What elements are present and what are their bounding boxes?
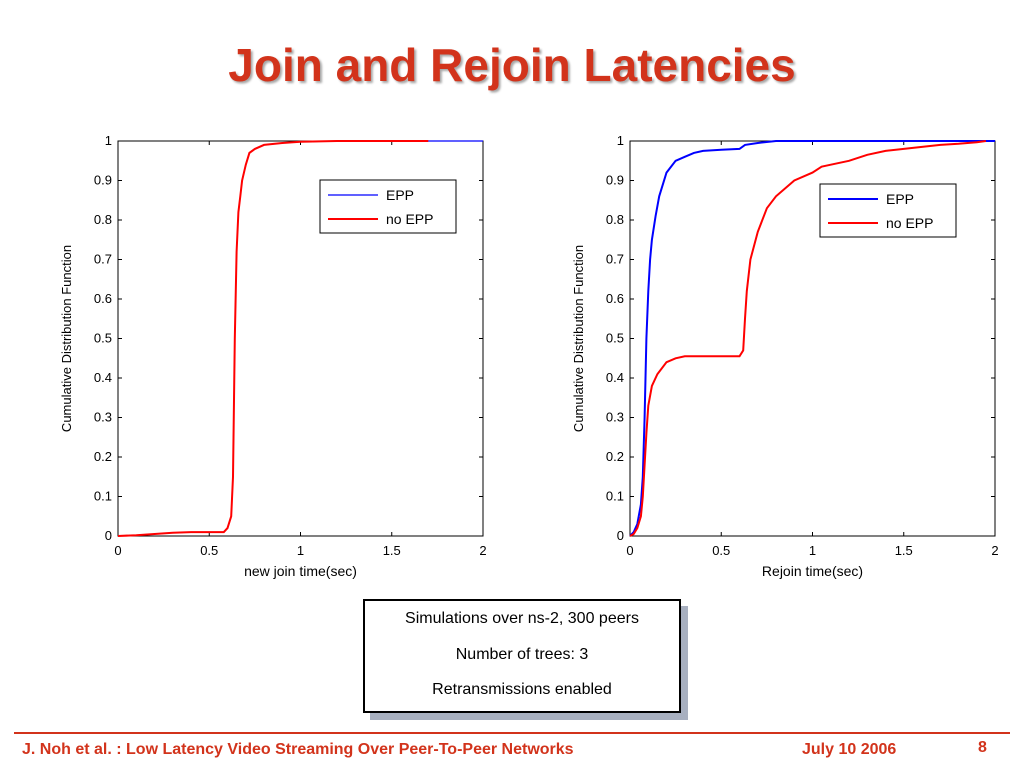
info-line: Simulations over ns-2, 300 peers — [405, 610, 639, 627]
slide-title: Join and Rejoin Latencies — [228, 39, 796, 91]
y-tick-label: 0 — [105, 528, 112, 543]
y-tick-label: 0.6 — [94, 291, 112, 306]
join-cdf-chart: 0 0.5 1 1.5 2 0 0.1 0.2 0.3 0.4 0.5 0.6 0.7 0.8 0.9 1 ne… — [59, 133, 487, 579]
y-tick-label: 0.7 — [94, 252, 112, 267]
y-tick-label: 0.9 — [606, 173, 624, 188]
footer-citation: J. Noh et al. : Low Latency Video Stream… — [22, 741, 574, 758]
y-tick-label: 0.3 — [94, 410, 112, 425]
simulation-info-box: Simulations over ns-2, 300 peers Number … — [363, 599, 681, 713]
series-line-1 — [629, 140, 987, 537]
legend-label: EPP — [886, 191, 914, 207]
y-axis-label: Cumulative Distribution Function — [59, 245, 74, 432]
y-tick-label: 0.3 — [606, 410, 624, 425]
x-tick-label: 0 — [626, 543, 633, 558]
rejoin-cdf-chart: 0 0.5 1 1.5 2 0 0.1 0.2 0.3 0.4 0.5 0.6 0.7 0.8 0.9 1 Re… — [571, 133, 999, 579]
x-axis-label: Rejoin time(sec) — [762, 563, 863, 579]
y-tick-label: 0.4 — [94, 370, 112, 385]
info-line: Retransmissions enabled — [432, 681, 612, 698]
y-tick-label: 0.5 — [94, 331, 112, 346]
x-tick-label: 1.5 — [383, 543, 401, 558]
y-tick-label: 0 — [617, 528, 624, 543]
x-tick-label: 1 — [809, 543, 816, 558]
y-tick-label: 0.9 — [94, 173, 112, 188]
y-tick-label: 1 — [617, 133, 624, 148]
y-tick-label: 0.2 — [94, 449, 112, 464]
legend-label: no EPP — [886, 215, 933, 231]
x-tick-label: 2 — [991, 543, 998, 558]
x-axis-label: new join time(sec) — [244, 563, 357, 579]
x-tick-label: 2 — [479, 543, 486, 558]
y-tick-label: 0.1 — [94, 489, 112, 504]
y-tick-label: 0.2 — [606, 449, 624, 464]
info-line: Number of trees: 3 — [455, 646, 589, 663]
legend-box — [819, 183, 957, 238]
y-tick-label: 0.5 — [606, 331, 624, 346]
legend-box — [319, 179, 457, 234]
x-tick-label: 0 — [114, 543, 121, 558]
footer-date: July 10 2006 — [802, 741, 897, 758]
legend-label: no EPP — [386, 211, 433, 227]
y-tick-label: 0.4 — [606, 370, 624, 385]
y-tick-label: 0.6 — [606, 291, 624, 306]
y-tick-label: 0.8 — [94, 212, 112, 227]
series-line-0 — [629, 140, 995, 537]
y-tick-label: 0.1 — [606, 489, 624, 504]
page-number: 8 — [978, 739, 987, 756]
legend-label: EPP — [386, 187, 414, 203]
y-tick-label: 0.7 — [606, 252, 624, 267]
x-tick-label: 1.5 — [895, 543, 913, 558]
y-tick-label: 0.8 — [606, 212, 624, 227]
x-tick-label: 0.5 — [200, 543, 218, 558]
series-line-1 — [117, 140, 429, 537]
y-axis-label: Cumulative Distribution Function — [571, 245, 586, 432]
x-tick-label: 0.5 — [712, 543, 730, 558]
footer-divider — [14, 732, 1010, 734]
x-tick-label: 1 — [297, 543, 304, 558]
y-tick-label: 1 — [105, 133, 112, 148]
